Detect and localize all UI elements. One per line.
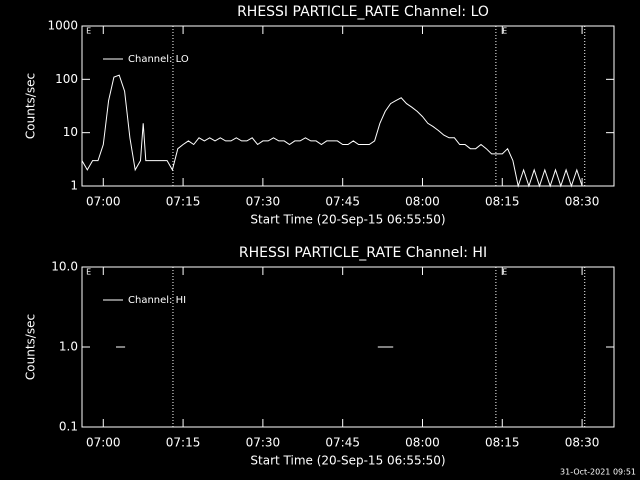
x-tick-label: 07:30 — [246, 436, 281, 450]
x-tick-label: 07:30 — [246, 195, 281, 209]
y-tick-label: 1 — [70, 179, 78, 193]
x-tick-label: 07:00 — [86, 436, 121, 450]
flag-label: E — [86, 268, 91, 277]
flag-label: E — [86, 27, 91, 36]
y-axis-label: Counts/sec — [24, 73, 38, 139]
x-tick-label: 08:00 — [405, 195, 440, 209]
x-axis-label: Start Time (20-Sep-15 06:55:50) — [250, 213, 445, 227]
plot-frame — [81, 25, 615, 187]
x-tick-label: 08:15 — [485, 436, 520, 450]
x-tick-label: 08:30 — [565, 195, 600, 209]
x-tick-label: 07:45 — [325, 436, 360, 450]
y-axis-label: Counts/sec — [24, 314, 38, 380]
legend-label: Channel: HI — [128, 295, 186, 306]
y-tick-label: 1000 — [47, 19, 78, 33]
x-tick-label: 07:00 — [86, 195, 121, 209]
x-tick-label: 07:15 — [166, 195, 201, 209]
y-tick-label: 10.0 — [51, 260, 78, 274]
x-tick-label: 08:15 — [485, 195, 520, 209]
timestamp: 31-Oct-2021 09:51 — [560, 468, 636, 477]
chart-title: RHESSI PARTICLE_RATE Channel: HI — [239, 245, 487, 261]
x-tick-label: 07:45 — [325, 195, 360, 209]
chart-title: RHESSI PARTICLE_RATE Channel: LO — [237, 4, 489, 20]
x-axis-label: Start Time (20-Sep-15 06:55:50) — [250, 454, 445, 468]
flag-label: E — [502, 27, 507, 36]
legend-label: Channel: LO — [128, 54, 189, 65]
y-tick-label: 0.1 — [59, 420, 78, 434]
x-tick-label: 07:15 — [166, 436, 201, 450]
plot-frame — [81, 266, 615, 428]
data-line — [81, 74, 583, 188]
x-tick-label: 08:30 — [565, 436, 600, 450]
x-tick-label: 08:00 — [405, 436, 440, 450]
y-tick-label: 100 — [55, 72, 78, 86]
y-tick-label: 10 — [63, 125, 78, 139]
y-tick-label: 1.0 — [59, 340, 78, 354]
flag-label: E — [502, 268, 507, 277]
